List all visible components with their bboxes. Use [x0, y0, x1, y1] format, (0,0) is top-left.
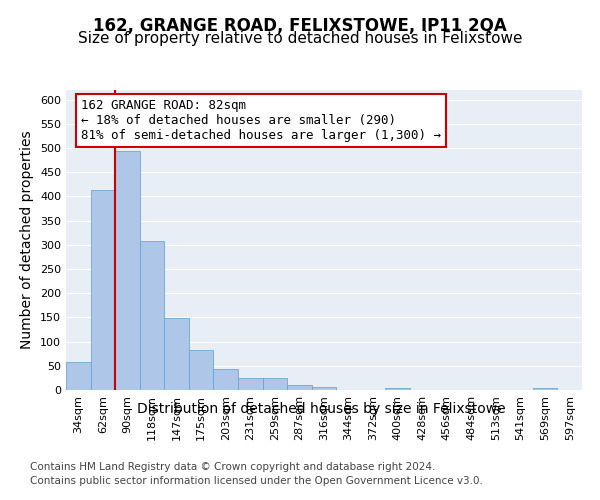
Bar	[312, 386, 336, 390]
Bar	[91, 190, 115, 390]
Bar	[164, 318, 189, 390]
Text: 162, GRANGE ROAD, FELIXSTOWE, IP11 2QA: 162, GRANGE ROAD, FELIXSTOWE, IP11 2QA	[93, 18, 507, 36]
Text: Distribution of detached houses by size in Felixstowe: Distribution of detached houses by size …	[137, 402, 505, 416]
Text: 162 GRANGE ROAD: 82sqm
← 18% of detached houses are smaller (290)
81% of semi-de: 162 GRANGE ROAD: 82sqm ← 18% of detached…	[82, 99, 442, 142]
Bar	[140, 242, 164, 390]
Text: Contains public sector information licensed under the Open Government Licence v3: Contains public sector information licen…	[30, 476, 483, 486]
Y-axis label: Number of detached properties: Number of detached properties	[20, 130, 34, 350]
Bar	[533, 388, 557, 390]
Bar	[263, 378, 287, 390]
Bar	[66, 362, 91, 390]
Bar	[214, 368, 238, 390]
Bar	[189, 350, 214, 390]
Text: Contains HM Land Registry data © Crown copyright and database right 2024.: Contains HM Land Registry data © Crown c…	[30, 462, 436, 472]
Bar	[287, 385, 312, 390]
Bar	[385, 388, 410, 390]
Bar	[115, 152, 140, 390]
Bar	[238, 378, 263, 390]
Text: Size of property relative to detached houses in Felixstowe: Size of property relative to detached ho…	[78, 31, 522, 46]
